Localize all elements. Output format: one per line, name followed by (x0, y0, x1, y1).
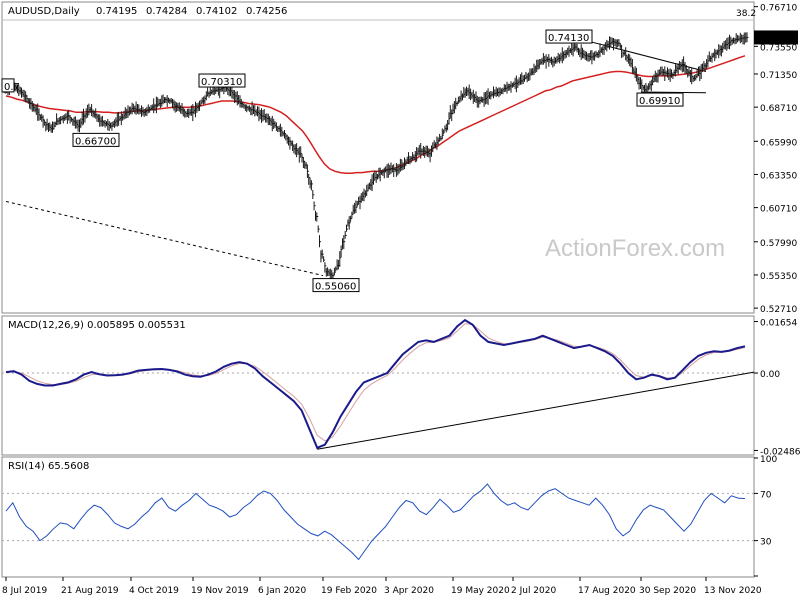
price-tick-label: 0.68710 (760, 104, 797, 114)
last-price-label: 0.74256 (758, 34, 795, 44)
price-tick-label: 0.71350 (760, 71, 797, 81)
rsi-panel-frame (1, 456, 755, 578)
price-annotation-box (198, 73, 246, 88)
x-tick-label: 3 Apr 2020 (384, 586, 434, 596)
price-tick-label: 0.55350 (760, 272, 797, 282)
last-price-tag (754, 30, 798, 45)
watermark: ActionForex.com (545, 235, 725, 262)
x-tick-label: 19 Feb 2020 (321, 586, 377, 596)
x-tick-label: 13 Nov 2020 (704, 586, 762, 596)
price-header-close: 0.74256 (246, 6, 287, 17)
x-tick-label: 8 Jul 2019 (2, 586, 47, 596)
price-panel-frame (1, 1, 755, 314)
price-tick-label: 0.63350 (760, 171, 797, 181)
rsi-tick-label: 30 (760, 538, 772, 548)
price-tick-label: 0.60710 (760, 205, 797, 215)
price-tick-label: 0.76710 (760, 4, 797, 14)
price-annotation-box (312, 278, 360, 293)
price-annotation-label: 0.69910 (639, 96, 680, 107)
rsi-tick-label: 70 (760, 490, 772, 500)
macd-tick-label: 0.00 (760, 370, 780, 380)
price-header-symbol: AUDUSD,Daily (8, 6, 80, 17)
price-annotation-box (545, 29, 593, 44)
macd-line (5, 318, 746, 450)
price-tick-label: 0.65990 (760, 138, 797, 148)
x-tick-label: 6 Jan 2020 (258, 586, 306, 596)
x-tick-label: 4 Oct 2019 (129, 586, 179, 596)
price-header-low: 0.74102 (196, 6, 237, 17)
price-annotations: 0.74130 0.69910 0.70310 0.66700 0.55060 0.7 0.… (1, 29, 798, 293)
price-annotation-box (72, 132, 120, 147)
rsi-header: RSI(14) 65.5608 (8, 461, 89, 472)
macd-trendline (317, 371, 755, 450)
price-annotation-label: 0.66700 (75, 136, 116, 147)
trendline (640, 91, 707, 94)
x-tick-label: 19 Nov 2019 (191, 586, 249, 596)
price-tick-label: 0.57990 (760, 239, 797, 249)
price-annotation-box (636, 92, 684, 107)
macd-lines (5, 318, 755, 450)
price-header-high: 0.74284 (146, 6, 187, 17)
panel-frames (1, 1, 755, 578)
rsi-line (5, 483, 746, 561)
macd-panel-frame (1, 315, 755, 456)
price-header-open: 0.74195 (96, 6, 137, 17)
macd-tick-label: 0.01654 (760, 319, 797, 329)
trendline (5, 200, 324, 277)
rsi-lines (5, 483, 746, 561)
price-annotation-label: 0.55060 (315, 282, 356, 293)
macd-header: MACD(12,26,9) 0.005895 0.005531 (8, 320, 186, 331)
price-annotation-label: 0.74130 (548, 33, 589, 44)
x-tick-label: 19 May 2020 (451, 586, 510, 596)
rsi-axis: 100 70 30 (2, 455, 777, 577)
price-annotation-label: 0.70310 (201, 77, 242, 88)
x-axis: 8 Jul 2019 21 Aug 2019 4 Oct 2019 19 Nov 20… (2, 577, 762, 596)
price-tick-label: 0.73550 (760, 43, 797, 53)
x-tick-label: 30 Sep 2020 (639, 586, 696, 596)
price-axis: 0.76710 0.73550 0.71350 0.68710 0.65990 0.633… (2, 4, 797, 315)
price-annotation-label: 0.7 (4, 82, 20, 93)
x-tick-label: 2 Jul 2020 (511, 586, 556, 596)
x-tick-label: 17 Aug 2020 (578, 586, 636, 596)
price-annotation-box (1, 78, 15, 93)
price-tick-label: 0.52710 (760, 305, 797, 315)
macd-tick-label: -0.02486 (760, 447, 800, 457)
fib-level-label: 38.2 (736, 9, 756, 19)
x-tick-label: 21 Aug 2019 (61, 586, 119, 596)
rsi-tick-label: 100 (760, 455, 777, 465)
